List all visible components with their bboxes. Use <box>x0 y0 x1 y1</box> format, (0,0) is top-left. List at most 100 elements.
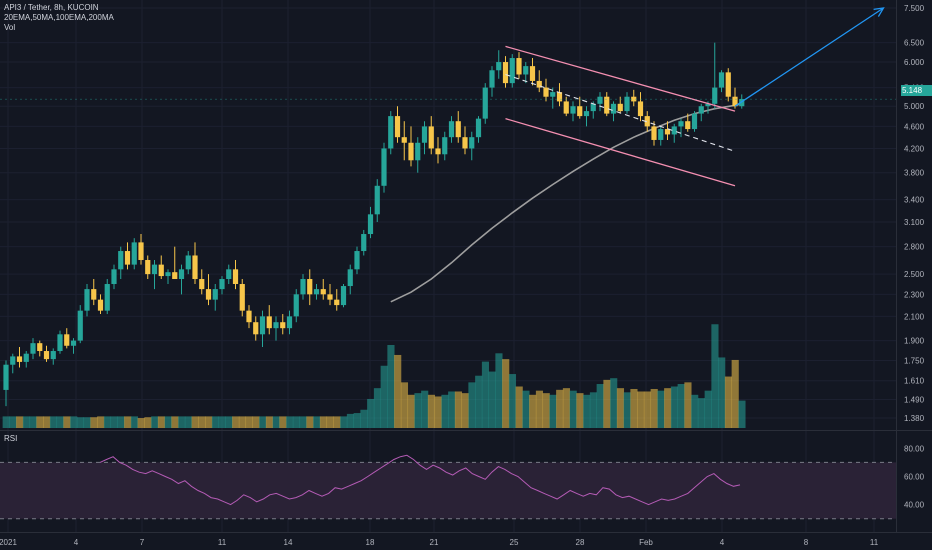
time-tick-label: 28 <box>576 538 585 547</box>
candle-body <box>401 137 407 143</box>
candle-body <box>388 116 394 149</box>
volume-bar <box>664 388 672 428</box>
candle-body <box>361 234 367 252</box>
volume-bar <box>286 416 294 428</box>
candle-body <box>435 148 441 155</box>
candle-body <box>327 294 333 300</box>
symbol-title[interactable]: API3 / Tether, 8h, KUCOIN <box>4 3 99 12</box>
candle-body <box>3 364 9 390</box>
volume-label[interactable]: Vol <box>4 23 16 32</box>
candle-body <box>293 294 299 317</box>
candle-body <box>91 289 97 300</box>
candle-body <box>664 129 671 135</box>
rsi-band-fill <box>0 462 896 519</box>
volume-bar <box>731 359 739 428</box>
candle-body <box>739 99 745 107</box>
price-tick-label: 3.100 <box>904 218 925 227</box>
volume-bar <box>63 416 71 428</box>
volume-bar <box>191 416 199 428</box>
time-tick-label: 11 <box>218 538 227 547</box>
time-tick-label: 11 <box>870 538 879 547</box>
chart-legend: API3 / Tether, 8h, KUCOIN 20EMA,50MA,100… <box>4 3 114 33</box>
candle-body <box>273 322 279 329</box>
candle-body <box>367 214 374 235</box>
candle-body <box>280 322 286 329</box>
candle-body <box>124 251 131 265</box>
channel-middle-dashed-line <box>505 73 736 152</box>
volume-bar <box>319 416 328 428</box>
volume-bar <box>272 416 280 428</box>
candle-body <box>23 353 29 362</box>
volume-bar <box>43 416 51 428</box>
volume-bar <box>137 418 145 428</box>
rsi-label[interactable]: RSI <box>4 434 18 443</box>
rsi-layer <box>0 454 896 520</box>
candle-body <box>334 299 340 306</box>
rsi-legend: RSI <box>4 434 17 444</box>
price-tick-label: 2.100 <box>904 312 925 321</box>
candle-body <box>253 322 259 335</box>
volume-bar <box>603 379 611 428</box>
volume-bar <box>535 390 544 428</box>
volume-bar <box>340 416 348 428</box>
volume-bar <box>670 386 679 428</box>
candle-body <box>651 126 657 140</box>
volume-bar <box>643 391 652 428</box>
volume-bar <box>481 361 490 428</box>
candle-body <box>313 289 320 295</box>
candle-body <box>489 70 495 88</box>
volume-bar <box>394 354 402 428</box>
volume-bar <box>448 391 456 428</box>
price-tick-label: 4.200 <box>904 144 925 153</box>
candle-body <box>563 101 569 114</box>
candle-body <box>104 284 110 311</box>
candle-body <box>698 106 704 114</box>
volume-bar <box>589 392 598 428</box>
grid-lines <box>0 0 896 532</box>
candle-body <box>604 96 610 114</box>
projection-arrow-head <box>873 7 885 17</box>
candle-body <box>37 343 43 352</box>
candle-body <box>610 103 617 114</box>
rsi-axis[interactable]: 40.00 60.00 80.00 <box>904 444 925 509</box>
candle-body <box>556 92 563 102</box>
volume-bar <box>70 416 78 428</box>
rsi-tick-label: 40.00 <box>904 501 925 510</box>
time-axis[interactable]: 2021 4 7 11 14 18 21 25 28 Feb 4 8 11 <box>0 538 879 547</box>
volume-bar <box>97 416 105 428</box>
candle-body <box>145 260 151 275</box>
candle-body <box>428 126 434 149</box>
candle-body <box>77 310 83 341</box>
volume-bar <box>29 416 37 428</box>
candle-body <box>502 62 509 84</box>
candle-body <box>658 129 664 140</box>
volume-bar <box>205 416 213 428</box>
price-tick-label: 3.400 <box>904 196 925 205</box>
volume-bar <box>704 390 712 428</box>
time-tick-label: Feb <box>639 538 653 547</box>
volume-bar <box>583 394 591 428</box>
indicator-list[interactable]: 20EMA,50MA,100EMA,200MA <box>4 13 114 22</box>
volume-bar <box>36 416 44 428</box>
candle-body <box>705 103 711 107</box>
volume-bar <box>697 398 706 428</box>
candle-body <box>469 137 475 149</box>
candle-body <box>583 111 590 117</box>
candle-body <box>590 103 596 112</box>
volume-bar <box>373 388 382 428</box>
candle-body <box>30 343 36 354</box>
candle-body <box>732 96 738 107</box>
volume-bar <box>468 382 476 428</box>
volume-bar <box>259 416 267 428</box>
time-tick-label: 14 <box>284 538 293 547</box>
volume-bar <box>252 416 260 428</box>
volume-bar <box>245 416 253 428</box>
candle-body <box>577 106 583 117</box>
candle-body <box>354 251 360 270</box>
candle-body <box>496 62 502 71</box>
price-tick-label: 4.600 <box>904 122 925 131</box>
price-tick-label: 2.300 <box>904 290 925 299</box>
volume-bar <box>508 374 517 428</box>
